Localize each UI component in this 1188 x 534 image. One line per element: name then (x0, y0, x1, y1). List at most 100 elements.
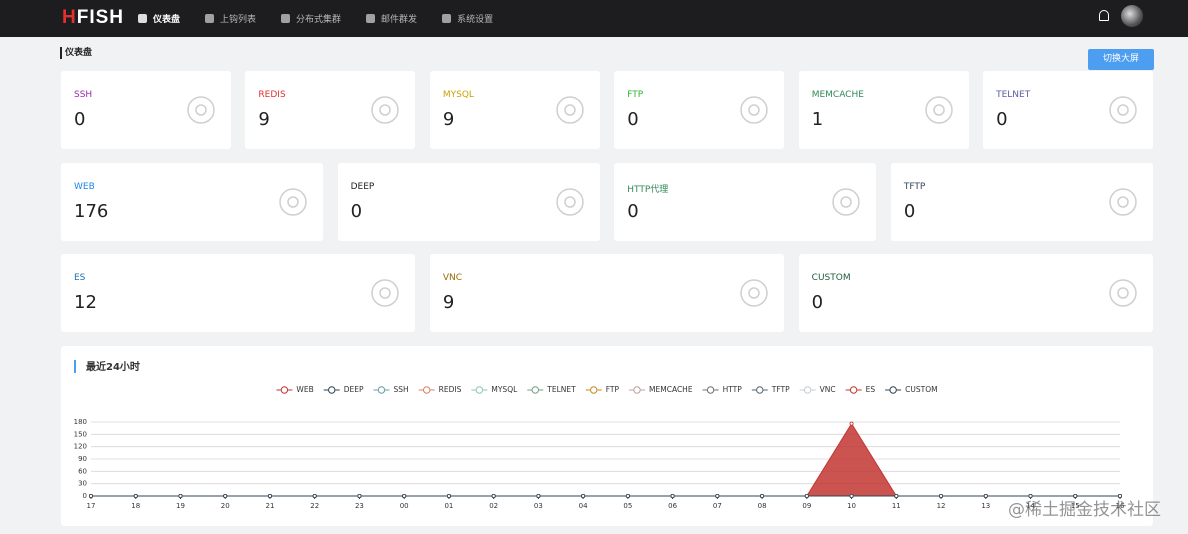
legend-item[interactable]: FTP (585, 385, 620, 394)
switch-button[interactable]: 切换大屏 (1088, 49, 1154, 70)
card-count: 0 (350, 201, 363, 222)
card-label: DEEP (350, 182, 375, 192)
card-label: VNC (442, 273, 463, 283)
legend-label: HTTP (723, 385, 743, 394)
legend-item[interactable]: TELNET (527, 385, 576, 394)
legend-item[interactable]: MEMCACHE (629, 385, 693, 394)
icon-shape (371, 279, 400, 307)
data-point (88, 493, 93, 498)
x-tick-label: 18 (131, 502, 140, 510)
nav-label: 系统设置 (457, 15, 494, 25)
stat-card: VNC 9 (429, 254, 785, 332)
legend-item[interactable]: WEB (276, 385, 314, 394)
nav-item[interactable]: 上钩列表 (205, 0, 256, 37)
card-count: 9 (442, 109, 455, 130)
y-tick-label: 180 (74, 418, 87, 426)
legend-marker (377, 386, 386, 394)
data-point (670, 493, 675, 498)
icon-shape (748, 287, 760, 299)
nav-item[interactable]: 邮件群发 (366, 0, 417, 37)
legend-label: MEMCACHE (649, 385, 693, 394)
card-icon (556, 188, 584, 216)
stat-card: WEB 176 (61, 163, 324, 241)
legend-item[interactable]: MYSQL (471, 385, 518, 394)
data-point (715, 493, 720, 498)
nav-menu: 仪表盘 上钩列表 分布式集群 邮件群发 系统设置 (138, 0, 518, 37)
legend-label: WEB (296, 385, 313, 394)
nav-item[interactable]: 系统设置 (442, 0, 493, 37)
nav-item[interactable]: 分布式集群 (281, 0, 341, 37)
card-count: 1 (811, 109, 824, 130)
data-point (804, 493, 809, 498)
legend-marker (633, 386, 641, 394)
legend-item[interactable]: SSH (373, 385, 409, 394)
card-label: MEMCACHE (811, 90, 864, 100)
legend-item[interactable]: VNC (799, 385, 836, 394)
icon-shape (371, 96, 400, 124)
card-icon (1109, 279, 1137, 307)
card-count: 0 (811, 292, 824, 313)
x-tick-label: 17 (87, 502, 96, 510)
icon-shape (564, 196, 576, 208)
legend-marker (328, 386, 336, 394)
x-tick-label: 10 (847, 502, 856, 510)
legend-marker (280, 386, 289, 394)
icon-shape (279, 188, 307, 216)
legend-item[interactable]: REDIS (418, 385, 462, 394)
x-tick-label: 19 (176, 502, 185, 510)
card-icon (832, 188, 861, 216)
nav-label: 邮件群发 (381, 15, 418, 25)
bell-icon[interactable] (1099, 10, 1109, 21)
card-label: TELNET (996, 90, 1031, 100)
stat-card: TFTP 0 (890, 163, 1153, 241)
x-tick-label: 15 (1071, 502, 1080, 510)
legend-item[interactable]: TFTP (751, 385, 790, 394)
legend-label: ES (866, 385, 876, 394)
card-label: TFTP (903, 182, 926, 192)
nav-bar: HFISH 仪表盘 上钩列表 分布式集群 邮件群发 系统设置 (0, 0, 1188, 37)
y-tick-label: 0 (83, 492, 87, 500)
nav-label: 分布式集群 (296, 15, 342, 25)
icon-shape (924, 96, 953, 124)
icon-shape (740, 279, 768, 307)
x-tick-label: 08 (758, 502, 767, 510)
card-icon (371, 279, 400, 307)
icon-shape (1117, 196, 1129, 208)
card-count: 9 (442, 292, 455, 313)
legend-label: REDIS (439, 385, 462, 394)
stat-card: REDIS 9 (245, 71, 416, 149)
x-tick-label: 22 (310, 502, 319, 510)
icon-shape (1109, 279, 1137, 307)
icon-shape (1117, 104, 1129, 116)
x-tick-label: 07 (713, 502, 722, 510)
stat-card: SSH 0 (61, 71, 231, 149)
card-icon (740, 96, 768, 124)
card-label: CUSTOM (811, 273, 851, 283)
legend-item[interactable]: DEEP (323, 385, 364, 394)
legend-item[interactable]: CUSTOM (885, 385, 938, 394)
card-count: 176 (74, 201, 109, 222)
data-point (223, 493, 228, 498)
chart-title: 最近24小时 (86, 360, 140, 373)
card-icon (1109, 188, 1137, 216)
y-tick-label: 120 (74, 443, 87, 451)
legend-item[interactable]: HTTP (702, 385, 743, 394)
data-point (625, 493, 630, 498)
icon-shape (556, 188, 584, 216)
legend-item[interactable]: ES (845, 385, 876, 394)
data-point (267, 493, 272, 498)
card-icon (924, 96, 953, 124)
nav-icon (366, 14, 376, 23)
x-tick-label: 23 (355, 502, 364, 510)
legend-marker (590, 386, 598, 394)
data-point (849, 421, 854, 426)
legend-label: TELNET (546, 385, 576, 394)
nav-item[interactable]: 仪表盘 (138, 0, 180, 37)
data-point (581, 493, 586, 498)
avatar[interactable] (1121, 5, 1143, 27)
stat-card: CUSTOM 0 (798, 254, 1153, 332)
legend-label: TFTP (771, 385, 790, 394)
logo[interactable]: HFISH (62, 7, 125, 28)
x-tick-label: 01 (444, 502, 453, 510)
